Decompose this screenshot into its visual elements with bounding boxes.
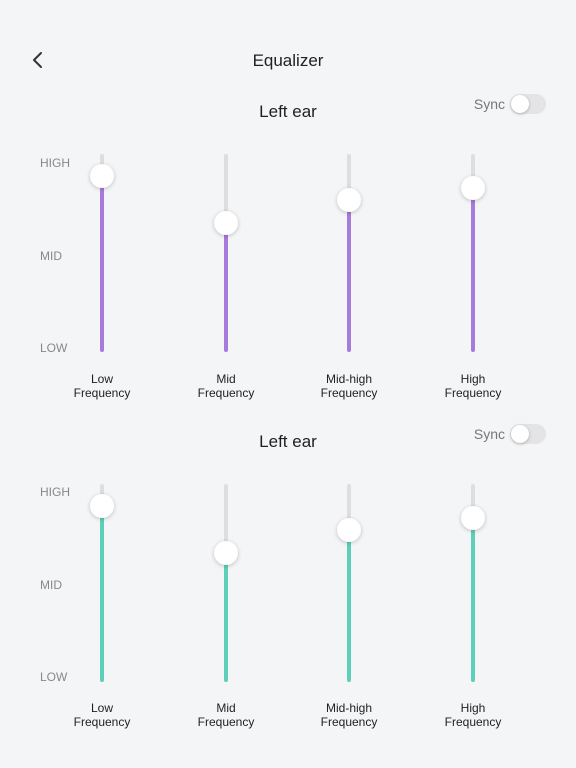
slider-mid-frequency[interactable] <box>186 484 266 684</box>
slider-low-frequency[interactable] <box>62 484 142 684</box>
slider-thumb[interactable] <box>461 175 485 200</box>
band-label-line1: Low <box>90 372 113 386</box>
sync-label: Sync <box>473 96 505 112</box>
slider-fill <box>471 517 475 682</box>
band-label-line1: Low <box>90 701 113 715</box>
slider-thumb[interactable] <box>90 493 114 518</box>
band-label-line2: Frequency <box>73 715 131 729</box>
slider-fill <box>100 505 104 682</box>
band-label-line2: Frequency <box>197 715 255 729</box>
level-label-high: HIGH <box>40 156 70 170</box>
band-label-line2: Frequency <box>320 386 378 400</box>
equalizer-section-1: Left ear Sync HIGH MID LOW Low Frequency… <box>0 94 576 422</box>
slider-fill <box>471 187 475 352</box>
sync-control: Sync <box>474 93 546 115</box>
level-label-mid: MID <box>40 249 62 263</box>
sync-label: Sync <box>473 426 505 442</box>
slider-high-frequency[interactable] <box>433 484 513 684</box>
band-label-line1: High <box>460 701 486 715</box>
band-label-high-frequency: High Frequency <box>418 372 528 400</box>
chevron-left-icon <box>33 52 42 68</box>
toggle-knob <box>511 425 529 443</box>
band-label-low-frequency: Low Frequency <box>47 701 157 729</box>
slider-thumb[interactable] <box>90 163 114 188</box>
slider-fill <box>100 175 104 352</box>
band-label-low-frequency: Low Frequency <box>47 372 157 400</box>
level-label-mid: MID <box>40 578 62 592</box>
band-label-line1: Mid <box>216 701 236 715</box>
slider-mid-frequency[interactable] <box>186 154 266 354</box>
slider-fill <box>224 553 228 682</box>
slider-thumb[interactable] <box>214 541 238 566</box>
band-label-line2: Frequency <box>444 715 502 729</box>
band-label-line1: Mid-high <box>325 372 373 386</box>
slider-fill <box>224 223 228 352</box>
sync-control: Sync <box>474 423 546 445</box>
band-label-mid-high-frequency: Mid-high Frequency <box>294 372 404 400</box>
band-label-line1: Mid-high <box>325 701 373 715</box>
band-label-line2: Frequency <box>320 715 378 729</box>
level-label-high: HIGH <box>40 485 70 499</box>
band-label-line1: High <box>460 372 486 386</box>
slider-thumb[interactable] <box>214 211 238 236</box>
band-label-line2: Frequency <box>197 386 255 400</box>
level-label-low: LOW <box>40 341 68 355</box>
band-label-mid-high-frequency: Mid-high Frequency <box>294 701 404 729</box>
band-label-line2: Frequency <box>73 386 131 400</box>
slider-mid-high-frequency[interactable] <box>309 154 389 354</box>
slider-mid-high-frequency[interactable] <box>309 484 389 684</box>
page-title: Equalizer <box>252 51 324 70</box>
slider-low-frequency[interactable] <box>62 154 142 354</box>
section-title: Left ear <box>259 432 317 451</box>
level-label-low: LOW <box>40 670 68 684</box>
slider-high-frequency[interactable] <box>433 154 513 354</box>
band-label-line2: Frequency <box>444 386 502 400</box>
slider-thumb[interactable] <box>337 187 361 212</box>
back-button[interactable] <box>24 46 52 74</box>
equalizer-section-2: Left ear Sync HIGH MID LOW Low Frequency… <box>0 424 576 752</box>
band-label-mid-frequency: Mid Frequency <box>171 372 281 400</box>
band-label-line1: Mid <box>216 372 236 386</box>
slider-fill <box>347 529 351 682</box>
band-label-high-frequency: High Frequency <box>418 701 528 729</box>
sync-toggle[interactable] <box>510 94 546 114</box>
slider-fill <box>347 199 351 352</box>
slider-thumb[interactable] <box>461 505 485 530</box>
toggle-knob <box>511 95 529 113</box>
sync-toggle[interactable] <box>510 424 546 444</box>
header: Equalizer <box>0 0 576 100</box>
slider-thumb[interactable] <box>337 517 361 542</box>
band-label-mid-frequency: Mid Frequency <box>171 701 281 729</box>
section-title: Left ear <box>259 102 317 121</box>
